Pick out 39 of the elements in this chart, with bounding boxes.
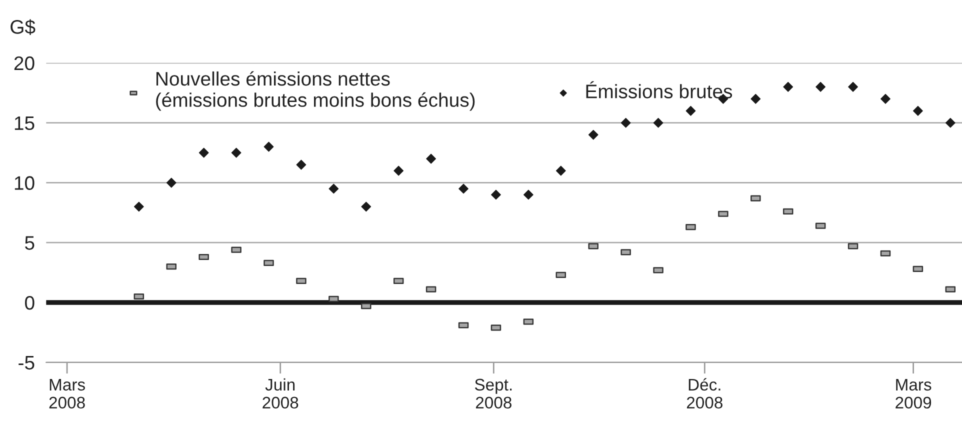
point bbox=[848, 82, 858, 92]
y-tick-label: 5 bbox=[25, 236, 34, 250]
point bbox=[523, 190, 534, 200]
y-tick-label: 20 bbox=[14, 56, 34, 70]
legend-label: Émissions brutes bbox=[586, 81, 732, 98]
point bbox=[198, 148, 209, 158]
point bbox=[394, 166, 404, 176]
legend-label: Nouvelles émissions nettes (émissions brutes moins bons échus) bbox=[156, 71, 475, 111]
y-tick-label: 10 bbox=[14, 176, 34, 190]
point bbox=[231, 148, 242, 158]
point bbox=[686, 106, 696, 116]
point bbox=[264, 142, 274, 152]
point bbox=[296, 160, 306, 170]
point bbox=[328, 184, 339, 194]
point bbox=[458, 184, 468, 194]
point bbox=[588, 130, 598, 140]
point bbox=[491, 190, 501, 200]
point bbox=[653, 118, 664, 128]
point bbox=[134, 202, 144, 212]
x-tick-label: Déc. 2008 bbox=[686, 378, 722, 409]
y-tick-label: 15 bbox=[14, 116, 34, 130]
point bbox=[750, 94, 761, 104]
point bbox=[912, 106, 923, 116]
y-tick-label: -5 bbox=[18, 356, 34, 370]
x-tick-label: Juin 2008 bbox=[262, 378, 298, 409]
point bbox=[816, 82, 826, 92]
y-tick-label: 0 bbox=[25, 296, 34, 310]
x-tick-label: Mars 2008 bbox=[49, 378, 85, 409]
x-tick-label: Mars 2009 bbox=[896, 378, 932, 409]
point bbox=[945, 118, 956, 128]
point bbox=[166, 178, 176, 188]
point bbox=[783, 82, 794, 92]
point bbox=[620, 118, 631, 128]
point bbox=[361, 202, 372, 212]
point bbox=[880, 94, 890, 104]
y-axis-title: G$ bbox=[10, 19, 36, 35]
x-tick-label: Sept. 2008 bbox=[474, 378, 512, 409]
point bbox=[426, 154, 436, 164]
point bbox=[556, 166, 566, 176]
